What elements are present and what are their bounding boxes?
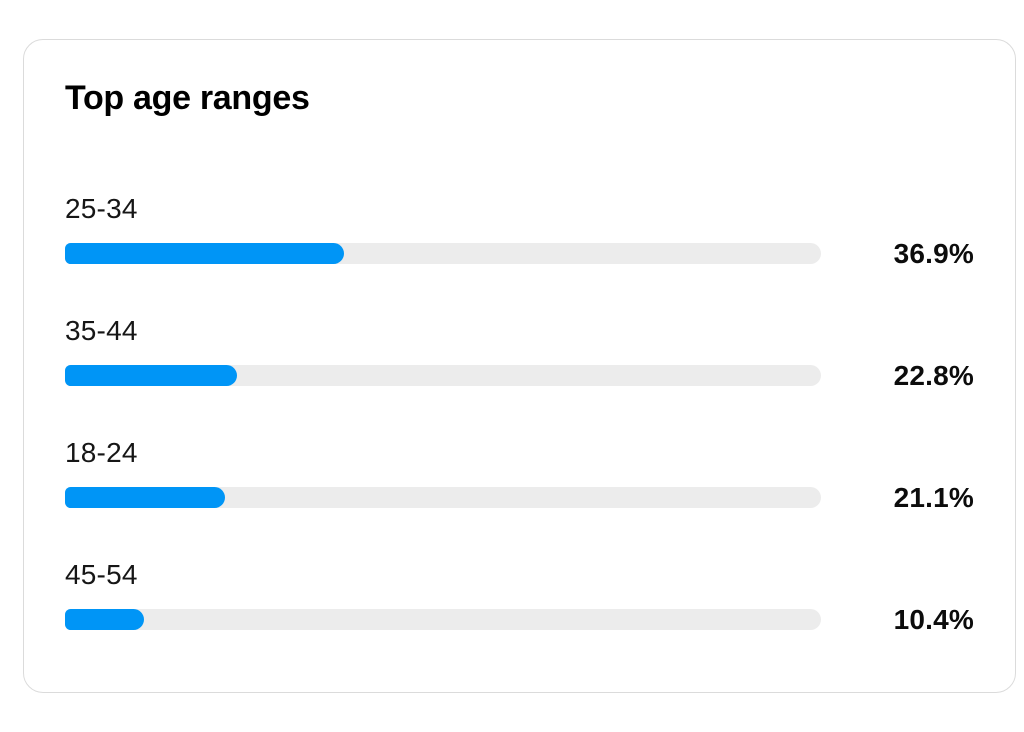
age-range-row: 45-54 10.4% — [65, 559, 974, 635]
age-range-label: 25-34 — [65, 193, 138, 224]
bar-track — [65, 243, 821, 264]
bar-fill — [65, 243, 344, 264]
percent-label: 36.9% — [893, 237, 974, 269]
age-range-label: 45-54 — [65, 559, 138, 590]
percent-label: 10.4% — [893, 603, 974, 635]
age-range-label: 18-24 — [65, 437, 138, 468]
bar-track — [65, 609, 821, 630]
bar-fill — [65, 365, 238, 386]
bar-track — [65, 365, 821, 386]
percent-label: 21.1% — [893, 481, 974, 513]
percent-label: 22.8% — [893, 359, 974, 391]
bar-track — [65, 487, 821, 508]
bar-line: 21.1% — [65, 482, 974, 513]
bar-line: 36.9% — [65, 238, 974, 269]
age-range-row: 25-34 36.9% — [65, 193, 974, 269]
age-ranges-list: 25-34 36.9% 35-44 22.8% 18-24 21.1% 45-54 10.4% — [65, 193, 974, 635]
bar-fill — [65, 609, 144, 630]
bar-line: 22.8% — [65, 360, 974, 391]
top-age-ranges-card: Top age ranges 25-34 36.9% 35-44 22.8% 18-24… — [23, 39, 1016, 693]
age-range-label: 35-44 — [65, 315, 138, 346]
age-range-row: 35-44 22.8% — [65, 315, 974, 391]
age-range-row: 18-24 21.1% — [65, 437, 974, 513]
bar-line: 10.4% — [65, 604, 974, 635]
card-title: Top age ranges — [65, 79, 310, 117]
bar-fill — [65, 487, 225, 508]
